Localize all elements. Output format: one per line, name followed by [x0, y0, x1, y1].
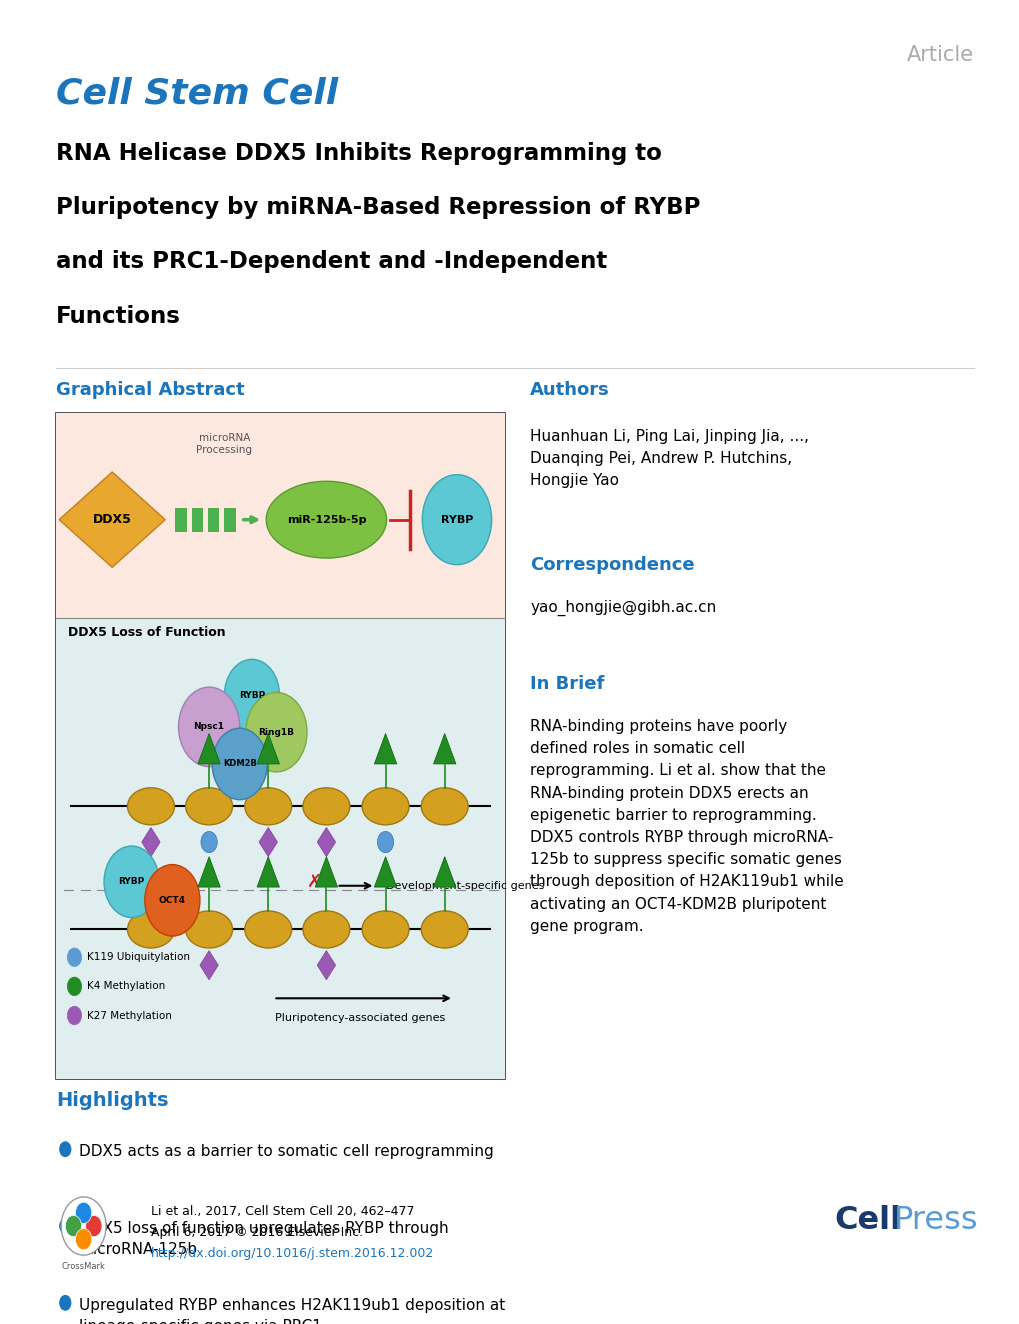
- Text: http://dx.doi.org/10.1016/j.stem.2016.12.002: http://dx.doi.org/10.1016/j.stem.2016.12…: [151, 1247, 434, 1260]
- Text: DDX5: DDX5: [93, 514, 131, 526]
- Circle shape: [75, 1229, 92, 1250]
- Text: DDX5 loss of function upregulates RYBP through
microRNA-125b: DDX5 loss of function upregulates RYBP t…: [78, 1221, 447, 1256]
- Polygon shape: [374, 733, 396, 764]
- Text: RNA Helicase DDX5 Inhibits Reprogramming to: RNA Helicase DDX5 Inhibits Reprogramming…: [56, 142, 661, 164]
- Text: RYBP: RYBP: [118, 878, 145, 886]
- Ellipse shape: [185, 788, 232, 825]
- Text: K27 Methylation: K27 Methylation: [87, 1010, 171, 1021]
- Polygon shape: [198, 857, 220, 887]
- FancyBboxPatch shape: [192, 508, 203, 532]
- Polygon shape: [315, 857, 337, 887]
- Polygon shape: [433, 733, 455, 764]
- Text: Ring1B: Ring1B: [258, 728, 294, 736]
- Text: April 6, 2017 © 2016 Elsevier Inc.: April 6, 2017 © 2016 Elsevier Inc.: [151, 1226, 363, 1239]
- Polygon shape: [59, 473, 165, 568]
- Ellipse shape: [245, 788, 291, 825]
- Text: Highlights: Highlights: [56, 1091, 168, 1110]
- Text: DDX5 acts as a barrier to somatic cell reprogramming: DDX5 acts as a barrier to somatic cell r…: [78, 1144, 493, 1158]
- Text: Pluripotency by miRNA-Based Repression of RYBP: Pluripotency by miRNA-Based Repression o…: [56, 196, 700, 218]
- FancyBboxPatch shape: [56, 618, 504, 1079]
- Circle shape: [422, 475, 491, 564]
- Text: Li et al., 2017, Cell Stem Cell 20, 462–477: Li et al., 2017, Cell Stem Cell 20, 462–…: [151, 1205, 414, 1218]
- FancyBboxPatch shape: [56, 413, 504, 618]
- Text: ✗: ✗: [307, 873, 321, 891]
- Text: KDM2B: KDM2B: [222, 760, 257, 768]
- Ellipse shape: [266, 482, 386, 559]
- Text: DDX5 Loss of Function: DDX5 Loss of Function: [68, 626, 226, 639]
- Text: OCT4: OCT4: [159, 896, 185, 904]
- Circle shape: [178, 687, 239, 767]
- Text: Upregulated RYBP enhances H2AK119ub1 deposition at
lineage-specific genes via PR: Upregulated RYBP enhances H2AK119ub1 dep…: [78, 1298, 504, 1324]
- Polygon shape: [257, 857, 279, 887]
- Polygon shape: [317, 951, 335, 980]
- Text: Pluripotency-associated genes: Pluripotency-associated genes: [275, 1013, 445, 1023]
- Text: and its PRC1-Dependent and -Independent: and its PRC1-Dependent and -Independent: [56, 250, 606, 273]
- Ellipse shape: [127, 788, 174, 825]
- Text: Development-specific genes: Development-specific genes: [385, 880, 543, 891]
- FancyBboxPatch shape: [56, 413, 504, 1079]
- Polygon shape: [374, 857, 396, 887]
- Circle shape: [104, 846, 159, 918]
- Text: Cell: Cell: [834, 1205, 901, 1237]
- Text: RYBP: RYBP: [238, 691, 265, 699]
- Circle shape: [75, 1202, 92, 1223]
- Text: yao_hongjie@gibh.ac.cn: yao_hongjie@gibh.ac.cn: [530, 600, 716, 616]
- Text: K4 Methylation: K4 Methylation: [87, 981, 165, 992]
- Circle shape: [67, 977, 82, 996]
- Text: Authors: Authors: [530, 381, 609, 400]
- Circle shape: [65, 1215, 82, 1237]
- Ellipse shape: [303, 911, 350, 948]
- Ellipse shape: [421, 788, 468, 825]
- FancyBboxPatch shape: [224, 508, 235, 532]
- Text: Functions: Functions: [56, 305, 180, 327]
- Text: K119 Ubiquitylation: K119 Ubiquitylation: [87, 952, 190, 963]
- Polygon shape: [142, 828, 160, 857]
- Circle shape: [246, 692, 307, 772]
- Circle shape: [59, 1141, 71, 1157]
- FancyBboxPatch shape: [208, 508, 219, 532]
- Circle shape: [61, 1197, 106, 1255]
- Text: Npsc1: Npsc1: [194, 723, 224, 731]
- Text: RNA-binding proteins have poorly
defined roles in somatic cell
reprogramming. Li: RNA-binding proteins have poorly defined…: [530, 719, 844, 933]
- Text: Article: Article: [906, 45, 973, 65]
- Text: Graphical Abstract: Graphical Abstract: [56, 381, 245, 400]
- Polygon shape: [259, 828, 277, 857]
- Circle shape: [86, 1215, 102, 1237]
- Circle shape: [377, 831, 393, 853]
- Polygon shape: [200, 951, 218, 980]
- Circle shape: [224, 659, 279, 731]
- Text: CrossMark: CrossMark: [61, 1262, 106, 1271]
- Ellipse shape: [362, 911, 409, 948]
- Circle shape: [59, 1218, 71, 1234]
- Polygon shape: [433, 857, 455, 887]
- Ellipse shape: [362, 788, 409, 825]
- Circle shape: [201, 831, 217, 853]
- Circle shape: [67, 948, 82, 967]
- Text: Press: Press: [893, 1205, 977, 1237]
- Text: In Brief: In Brief: [530, 675, 604, 694]
- FancyBboxPatch shape: [175, 508, 186, 532]
- Text: Correspondence: Correspondence: [530, 556, 694, 575]
- Text: Cell Stem Cell: Cell Stem Cell: [56, 77, 338, 111]
- Text: miR-125b-5p: miR-125b-5p: [286, 515, 366, 524]
- Circle shape: [212, 728, 267, 800]
- Circle shape: [67, 1006, 82, 1025]
- Ellipse shape: [127, 911, 174, 948]
- Circle shape: [59, 1295, 71, 1311]
- Ellipse shape: [185, 911, 232, 948]
- Polygon shape: [198, 733, 220, 764]
- Text: RYBP: RYBP: [440, 515, 473, 524]
- Text: microRNA
Processing: microRNA Processing: [197, 433, 252, 455]
- Ellipse shape: [303, 788, 350, 825]
- Polygon shape: [257, 733, 279, 764]
- Text: Huanhuan Li, Ping Lai, Jinping Jia, ...,
Duanqing Pei, Andrew P. Hutchins,
Hongj: Huanhuan Li, Ping Lai, Jinping Jia, ...,…: [530, 429, 809, 489]
- Ellipse shape: [421, 911, 468, 948]
- Circle shape: [145, 865, 200, 936]
- Ellipse shape: [245, 911, 291, 948]
- Polygon shape: [317, 828, 335, 857]
